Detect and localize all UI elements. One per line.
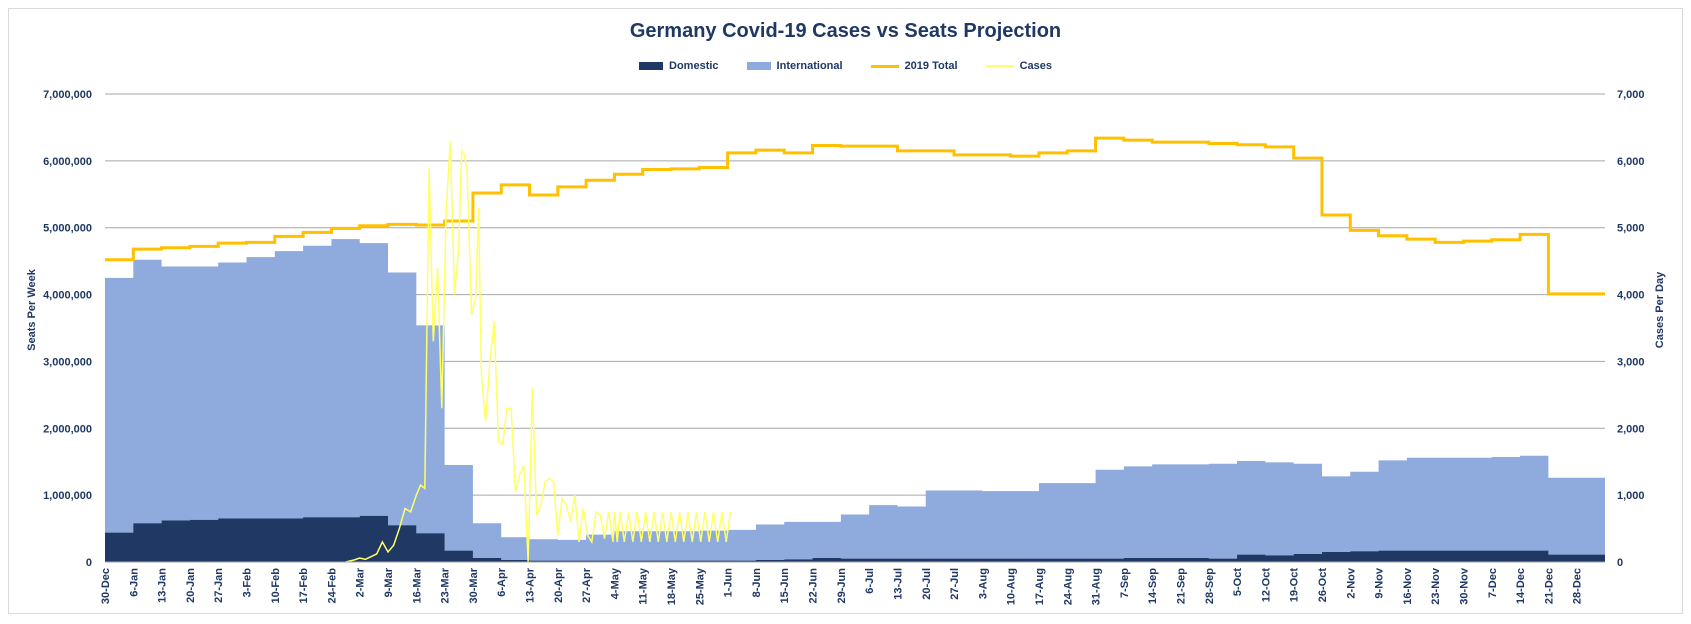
y-tick-right: 4,000 bbox=[1617, 290, 1645, 302]
x-tick-label: 8-Jun bbox=[751, 568, 763, 598]
y-tick-left: 7,000,000 bbox=[43, 89, 92, 101]
line-cases bbox=[345, 140, 732, 563]
x-tick-label: 11-May bbox=[638, 567, 650, 605]
y-tick-left: 5,000,000 bbox=[43, 223, 92, 235]
x-tick-label: 20-Jul bbox=[921, 568, 933, 600]
y-tick-left: 2,000,000 bbox=[43, 423, 92, 435]
x-tick-label: 10-Feb bbox=[270, 568, 282, 604]
x-tick-label: 4-May bbox=[609, 567, 621, 599]
x-tick-label: 20-Apr bbox=[553, 567, 565, 603]
x-tick-label: 28-Dec bbox=[1572, 568, 1584, 604]
x-tick-label: 13-Apr bbox=[525, 567, 537, 603]
x-tick-label: 14-Sep bbox=[1147, 568, 1159, 604]
legend-swatch-2019-total bbox=[870, 64, 899, 68]
x-tick-label: 7-Sep bbox=[1119, 568, 1131, 598]
x-tick-label: 31-Aug bbox=[1091, 568, 1103, 605]
x-tick-label: 17-Feb bbox=[298, 568, 310, 604]
x-tick-label: 26-Oct bbox=[1317, 568, 1329, 603]
x-tick-label: 24-Feb bbox=[326, 568, 338, 604]
x-tick-label: 6-Apr bbox=[496, 567, 508, 596]
x-tick-label: 30-Dec bbox=[100, 568, 112, 604]
area-international bbox=[105, 239, 1605, 561]
x-tick-label: 19-Oct bbox=[1289, 568, 1301, 603]
x-tick-label: 28-Sep bbox=[1204, 568, 1216, 604]
x-tick-label: 6-Jan bbox=[128, 568, 140, 597]
x-tick-label: 21-Sep bbox=[1175, 568, 1187, 604]
legend-item-2019-total: 2019 Total bbox=[870, 60, 958, 72]
legend-swatch-international bbox=[746, 62, 771, 70]
legend-label-international: International bbox=[776, 60, 843, 72]
y-tick-right: 7,000 bbox=[1617, 89, 1645, 101]
x-tick-label: 13-Jul bbox=[892, 568, 904, 600]
x-tick-label: 30-Mar bbox=[468, 567, 480, 603]
legend-swatch-domestic bbox=[639, 62, 664, 70]
x-tick-label: 30-Nov bbox=[1458, 567, 1470, 605]
x-tick-label: 14-Dec bbox=[1515, 568, 1527, 604]
x-tick-label: 9-Nov bbox=[1374, 567, 1386, 598]
x-tick-label: 5-Oct bbox=[1232, 568, 1244, 596]
x-tick-label: 13-Jan bbox=[157, 568, 169, 603]
x-tick-label: 3-Feb bbox=[242, 568, 254, 598]
x-tick-label: 15-Jun bbox=[779, 568, 791, 604]
legend-label-2019-total: 2019 Total bbox=[904, 60, 958, 72]
x-tick-label: 23-Nov bbox=[1430, 567, 1442, 605]
y-tick-right: 6,000 bbox=[1617, 156, 1645, 168]
x-tick-label: 6-Jul bbox=[864, 568, 876, 594]
area-domestic bbox=[105, 515, 1605, 562]
x-tick-label: 24-Aug bbox=[1062, 568, 1074, 605]
x-tick-label: 3-Aug bbox=[977, 568, 989, 599]
y-tick-right: 0 bbox=[1617, 557, 1623, 569]
x-tick-label: 27-Jan bbox=[213, 568, 225, 603]
x-tick-label: 18-May bbox=[666, 567, 678, 605]
y-tick-right: 2,000 bbox=[1617, 423, 1645, 435]
y-tick-left: 4,000,000 bbox=[43, 290, 92, 302]
x-tick-label: 27-Jul bbox=[949, 568, 961, 600]
x-tick-label: 2-Nov bbox=[1345, 567, 1357, 598]
x-tick-label: 1-Jun bbox=[723, 568, 735, 598]
x-tick-label: 20-Jan bbox=[185, 568, 197, 603]
y-tick-right: 3,000 bbox=[1617, 356, 1645, 368]
x-tick-label: 16-Nov bbox=[1402, 567, 1414, 605]
y-tick-left: 1,000,000 bbox=[43, 490, 92, 502]
x-tick-label: 7-Dec bbox=[1487, 568, 1499, 598]
x-tick-label: 21-Dec bbox=[1543, 568, 1555, 604]
x-tick-label: 2-Mar bbox=[355, 567, 367, 597]
x-tick-label: 9-Mar bbox=[383, 567, 395, 597]
y-tick-left: 0 bbox=[86, 557, 92, 569]
y-tick-left: 3,000,000 bbox=[43, 356, 92, 368]
line-2019-total bbox=[105, 136, 1605, 296]
x-tick-label: 23-Mar bbox=[440, 567, 452, 603]
chart-title: Germany Covid-19 Cases vs Seats Projecti… bbox=[629, 20, 1062, 42]
x-tick-label: 17-Aug bbox=[1034, 568, 1046, 605]
legend-item-international: International bbox=[746, 60, 843, 72]
legend-item-cases: Cases bbox=[985, 60, 1052, 72]
legend-label-cases: Cases bbox=[1019, 60, 1052, 72]
x-tick-label: 12-Oct bbox=[1260, 568, 1272, 603]
y-tick-right: 5,000 bbox=[1617, 223, 1645, 235]
legend-item-domestic: Domestic bbox=[639, 60, 719, 72]
x-tick-label: 16-Mar bbox=[411, 567, 423, 603]
y-tick-left: 6,000,000 bbox=[43, 156, 92, 168]
x-tick-label: 10-Aug bbox=[1006, 568, 1018, 605]
y-tick-right: 1,000 bbox=[1617, 490, 1645, 502]
x-tick-label: 22-Jun bbox=[808, 568, 820, 604]
legend-label-domestic: Domestic bbox=[669, 60, 719, 72]
x-tick-label: 25-May bbox=[694, 567, 706, 605]
x-tick-label: 29-Jun bbox=[836, 568, 848, 604]
legend: Domestic International 2019 Total Cases bbox=[0, 60, 1691, 72]
x-tick-label: 27-Apr bbox=[581, 567, 593, 603]
legend-swatch-cases bbox=[985, 65, 1014, 67]
